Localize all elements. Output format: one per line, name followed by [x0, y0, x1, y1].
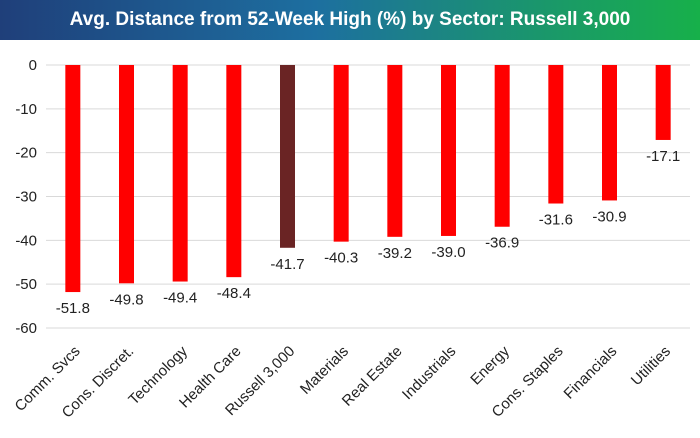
data-label: -30.9	[592, 208, 626, 225]
bar	[548, 65, 564, 204]
bar	[602, 65, 617, 201]
y-tick-label: -30	[15, 189, 37, 206]
bar	[333, 65, 349, 242]
y-tick-label: 0	[29, 57, 37, 74]
category-label: Financials	[561, 343, 621, 403]
category-label: Industrials	[399, 343, 459, 403]
bar	[119, 65, 134, 284]
data-label: -39.2	[378, 245, 412, 262]
data-label: -49.4	[163, 290, 197, 307]
bar	[172, 65, 188, 282]
y-tick-label: -50	[15, 276, 37, 293]
data-label: -51.8	[56, 300, 90, 317]
category-label: Materials	[297, 343, 352, 398]
chart-title: Avg. Distance from 52-Week High (%) by S…	[0, 0, 700, 40]
bar	[655, 65, 671, 140]
data-label: -17.1	[646, 148, 680, 165]
data-label: -31.6	[539, 212, 573, 229]
y-axis-tick-labels: 0 -10 -20 -30 -40 -50 -60	[15, 57, 37, 337]
y-tick-label: -20	[15, 145, 37, 162]
y-tick-label: -40	[15, 232, 37, 249]
bars	[65, 65, 671, 293]
category-label: Utilities	[628, 343, 674, 389]
data-label: -36.9	[485, 235, 519, 252]
data-label: -40.3	[324, 250, 358, 267]
data-labels: -51.8 -49.8 -49.4 -48.4 -41.7 -40.3 -39.2 -39.0…	[56, 148, 681, 317]
data-label: -49.8	[109, 291, 143, 308]
data-label: -39.0	[431, 244, 465, 261]
bar	[226, 65, 242, 278]
y-tick-label: -60	[15, 320, 37, 337]
bar	[387, 65, 403, 237]
bar-chart: 0 -10 -20 -30 -40 -50 -60 -51.8 -49.8 -49.4 -48.4…	[12, 57, 690, 421]
gridlines	[46, 64, 690, 329]
bar	[494, 65, 510, 227]
category-label: Energy	[467, 342, 513, 388]
data-label: -48.4	[217, 285, 251, 302]
bar	[280, 65, 295, 248]
bar	[441, 65, 456, 236]
bar	[65, 65, 81, 293]
data-label: -41.7	[270, 256, 304, 273]
y-tick-label: -10	[15, 101, 37, 118]
